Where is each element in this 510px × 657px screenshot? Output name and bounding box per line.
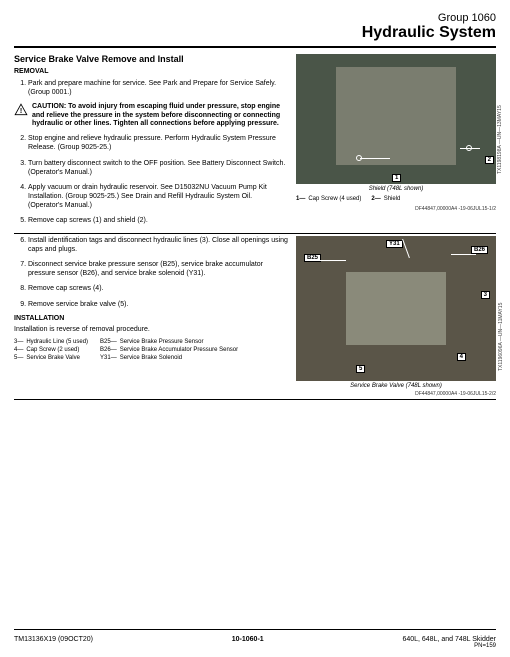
caution-icon: ! xyxy=(14,103,28,128)
fig1-sideref: TX1198198A —UN—13MAY15 xyxy=(497,105,503,174)
step-5: Remove cap screws (1) and shield (2). xyxy=(28,216,288,225)
footer-center: 10-1060-1 xyxy=(232,636,264,643)
system-title: Hydraulic System xyxy=(14,24,496,42)
fig2-caption: Service Brake Valve (748L shown) xyxy=(296,383,496,389)
step-7: Disconnect service brake pressure sensor… xyxy=(28,260,288,278)
header-rule xyxy=(14,46,496,48)
page-footer: TM13136X19 (09OCT20) 10-1060-1 640L, 648… xyxy=(14,623,496,649)
group-label: Group 1060 xyxy=(14,12,496,24)
section-title: Service Brake Valve Remove and Install xyxy=(14,54,288,64)
fig2-legend: 3—Hydraulic Line (5 used) 4—Cap Screw (2… xyxy=(14,339,288,361)
install-subhead: INSTALLATION xyxy=(14,315,288,322)
fig1-caption: Shield (748L shown) xyxy=(296,186,496,192)
step-2: Stop engine and relieve hydraulic pressu… xyxy=(28,134,288,152)
caution-block: ! CAUTION: To avoid injury from escaping… xyxy=(14,103,288,128)
install-text: Installation is reverse of removal proce… xyxy=(14,326,288,333)
step-4: Apply vacuum or drain hydraulic reservoi… xyxy=(28,183,288,210)
figure-1: 1 2 TX1198198A —UN—13MAY15 xyxy=(296,54,496,184)
footer-left: TM13136X19 (09OCT20) xyxy=(14,636,93,643)
footer-right: 640L, 648L, and 748L Skidder xyxy=(402,636,496,643)
step-3: Turn battery disconnect switch to the OF… xyxy=(28,159,288,177)
figure-2: B25 Y31 B26 3 4 5 TX1196096A —UN—11MAY15 xyxy=(296,236,496,381)
removal-subhead: REMOVAL xyxy=(14,68,288,75)
caution-text: CAUTION: To avoid injury from escaping f… xyxy=(32,103,288,128)
svg-text:!: ! xyxy=(20,108,22,115)
fig2-ref: DF44847,00000A4 -19-06JUL15-2/2 xyxy=(296,391,496,397)
section-divider xyxy=(14,233,496,234)
step-1: Park and prepare machine for service. Se… xyxy=(28,79,288,97)
step-6: Install identification tags and disconne… xyxy=(28,236,288,254)
footer-pn: PN=159 xyxy=(14,643,496,649)
fig1-legend: 1—Cap Screw (4 used) 2—Shield xyxy=(296,196,496,202)
step-9: Remove service brake valve (5). xyxy=(28,300,288,309)
fig2-sideref: TX1196096A —UN—11MAY15 xyxy=(498,303,504,371)
bottom-divider xyxy=(14,399,496,400)
fig1-ref: DF44847,00000A4 -19-06JUL15-1/2 xyxy=(296,206,496,212)
step-8: Remove cap screws (4). xyxy=(28,284,288,293)
